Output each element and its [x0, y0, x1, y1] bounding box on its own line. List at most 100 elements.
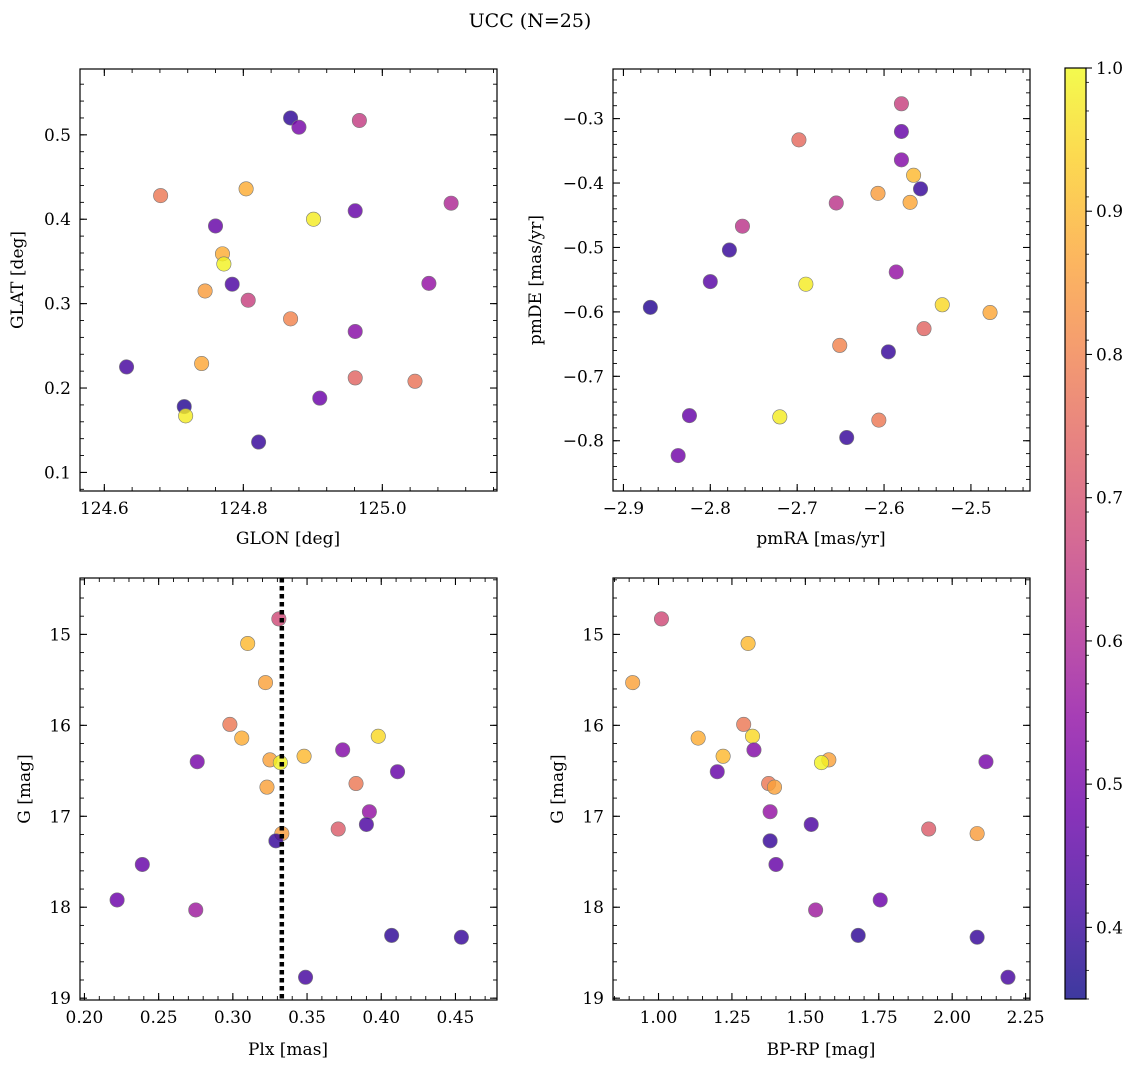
x-tick-label: −2.8	[690, 499, 731, 519]
data-point	[351, 112, 367, 128]
colorbar-gradient	[1065, 68, 1086, 999]
y-tick-label: 16	[582, 716, 604, 736]
colorbar: 0.4 0.5 0.6 0.7 0.8 0.9 1.0	[1064, 59, 1123, 1000]
data-point	[762, 833, 778, 849]
ticks: 0.20 0.25 0.30 0.35 0.40 0.45 15 16 17 18 19	[49, 578, 497, 1028]
data-point	[119, 359, 135, 375]
x-tick-label: 1.75	[860, 1008, 898, 1028]
data-point	[690, 730, 706, 746]
x-tick-label: 0.40	[362, 1008, 400, 1028]
x-tick-label: 124.8	[219, 499, 268, 519]
ticks: −2.9 −2.8 −2.7 −2.6 −2.5 −0.3 −0.4 −0.5 −0.6 −0.7…	[563, 69, 1030, 519]
data-point	[268, 833, 284, 849]
data-point	[347, 370, 363, 386]
colorbar-tick-label: 0.5	[1096, 775, 1123, 795]
y-tick-label: 16	[49, 716, 71, 736]
x-axis-label: Plx [mas]	[248, 1040, 328, 1060]
axes-frame	[79, 577, 498, 1001]
data-point	[813, 755, 829, 771]
data-point	[893, 123, 909, 139]
data-point	[921, 821, 937, 837]
x-tick-label: 2.25	[1007, 1008, 1045, 1028]
data-point	[361, 804, 377, 820]
x-tick-label: −2.9	[603, 499, 644, 519]
data-point	[832, 337, 848, 353]
data-points	[642, 96, 998, 464]
y-tick-label: −0.8	[563, 432, 604, 452]
data-point	[768, 856, 784, 872]
x-tick-label: −2.6	[863, 499, 904, 519]
data-point	[721, 242, 737, 258]
x-tick-label: 0.25	[140, 1008, 178, 1028]
data-point	[767, 779, 783, 795]
x-tick-label: 1.50	[786, 1008, 824, 1028]
data-point	[744, 728, 760, 744]
data-point	[870, 185, 886, 201]
data-point	[240, 635, 256, 651]
data-point	[224, 276, 240, 292]
data-point	[893, 96, 909, 112]
x-tick-label: −2.5	[950, 499, 991, 519]
y-axis-label: G [mag]	[15, 754, 35, 823]
y-axis-label: pmDE [mas/yr]	[526, 215, 546, 345]
scatter-panels: 124.6 124.8 125.0 0.1 0.2 0.3 0.4 0.5 GLON [deg]…	[8, 68, 1045, 1060]
colorbar-tick-label: 1.0	[1096, 59, 1123, 79]
x-tick-label: −2.7	[777, 499, 818, 519]
data-point	[234, 730, 250, 746]
y-tick-label: 0.3	[44, 295, 71, 315]
data-point	[978, 754, 994, 770]
data-point	[222, 716, 238, 732]
data-point	[715, 748, 731, 764]
data-point	[888, 264, 904, 280]
panel-p4: 1.00 1.25 1.50 1.75 2.00 2.25 15 16 17 18 19 BP-RP …	[548, 577, 1045, 1060]
axes-frame	[612, 577, 1031, 1001]
data-point	[348, 776, 364, 792]
y-tick-label: −0.7	[563, 367, 604, 387]
colorbar-tick-label: 0.7	[1096, 489, 1123, 509]
x-tick-label: 0.30	[214, 1008, 252, 1028]
data-point	[335, 742, 351, 758]
data-point	[934, 297, 950, 313]
data-point	[347, 203, 363, 219]
colorbar-tick-label: 0.4	[1096, 918, 1123, 938]
data-point	[257, 675, 273, 691]
x-axis-label: pmRA [mas/yr]	[756, 529, 885, 549]
y-tick-label: 17	[49, 807, 71, 827]
data-point	[969, 826, 985, 842]
data-points	[625, 611, 1016, 985]
data-point	[347, 323, 363, 339]
data-point	[681, 408, 697, 424]
data-point	[916, 321, 932, 337]
y-tick-label: 0.2	[44, 379, 71, 399]
data-point	[109, 892, 125, 908]
panel-p1: 124.6 124.8 125.0 0.1 0.2 0.3 0.4 0.5 GLON [deg]…	[8, 68, 498, 549]
data-point	[194, 356, 210, 372]
data-point	[298, 969, 314, 985]
data-point	[982, 305, 998, 321]
colorbar-tick-label: 0.9	[1096, 202, 1123, 222]
y-tick-label: 18	[582, 898, 604, 918]
x-tick-label: 0.35	[288, 1008, 326, 1028]
data-point	[240, 292, 256, 308]
y-tick-label: −0.3	[563, 110, 604, 130]
y-tick-label: −0.6	[563, 303, 604, 323]
ticks: 124.6 124.8 125.0 0.1 0.2 0.3 0.4 0.5	[44, 69, 497, 519]
y-tick-label: −0.5	[563, 238, 604, 258]
data-point	[291, 119, 307, 135]
data-point	[791, 132, 807, 148]
data-point	[670, 448, 686, 464]
data-point	[734, 218, 750, 234]
data-point	[421, 275, 437, 291]
data-point	[330, 821, 346, 837]
data-point	[390, 764, 406, 780]
data-point	[407, 373, 423, 389]
data-point	[153, 188, 169, 204]
panel-p3: 0.20 0.25 0.30 0.35 0.40 0.45 15 16 17 18 19 Plx [m…	[15, 577, 498, 1060]
y-tick-label: −0.4	[563, 174, 604, 194]
y-tick-label: 0.5	[44, 126, 71, 146]
x-tick-label: 1.25	[713, 1008, 751, 1028]
x-tick-label: 1.00	[640, 1008, 678, 1028]
y-tick-label: 19	[582, 989, 604, 1009]
axes-frame	[79, 68, 498, 492]
data-point	[798, 276, 814, 292]
